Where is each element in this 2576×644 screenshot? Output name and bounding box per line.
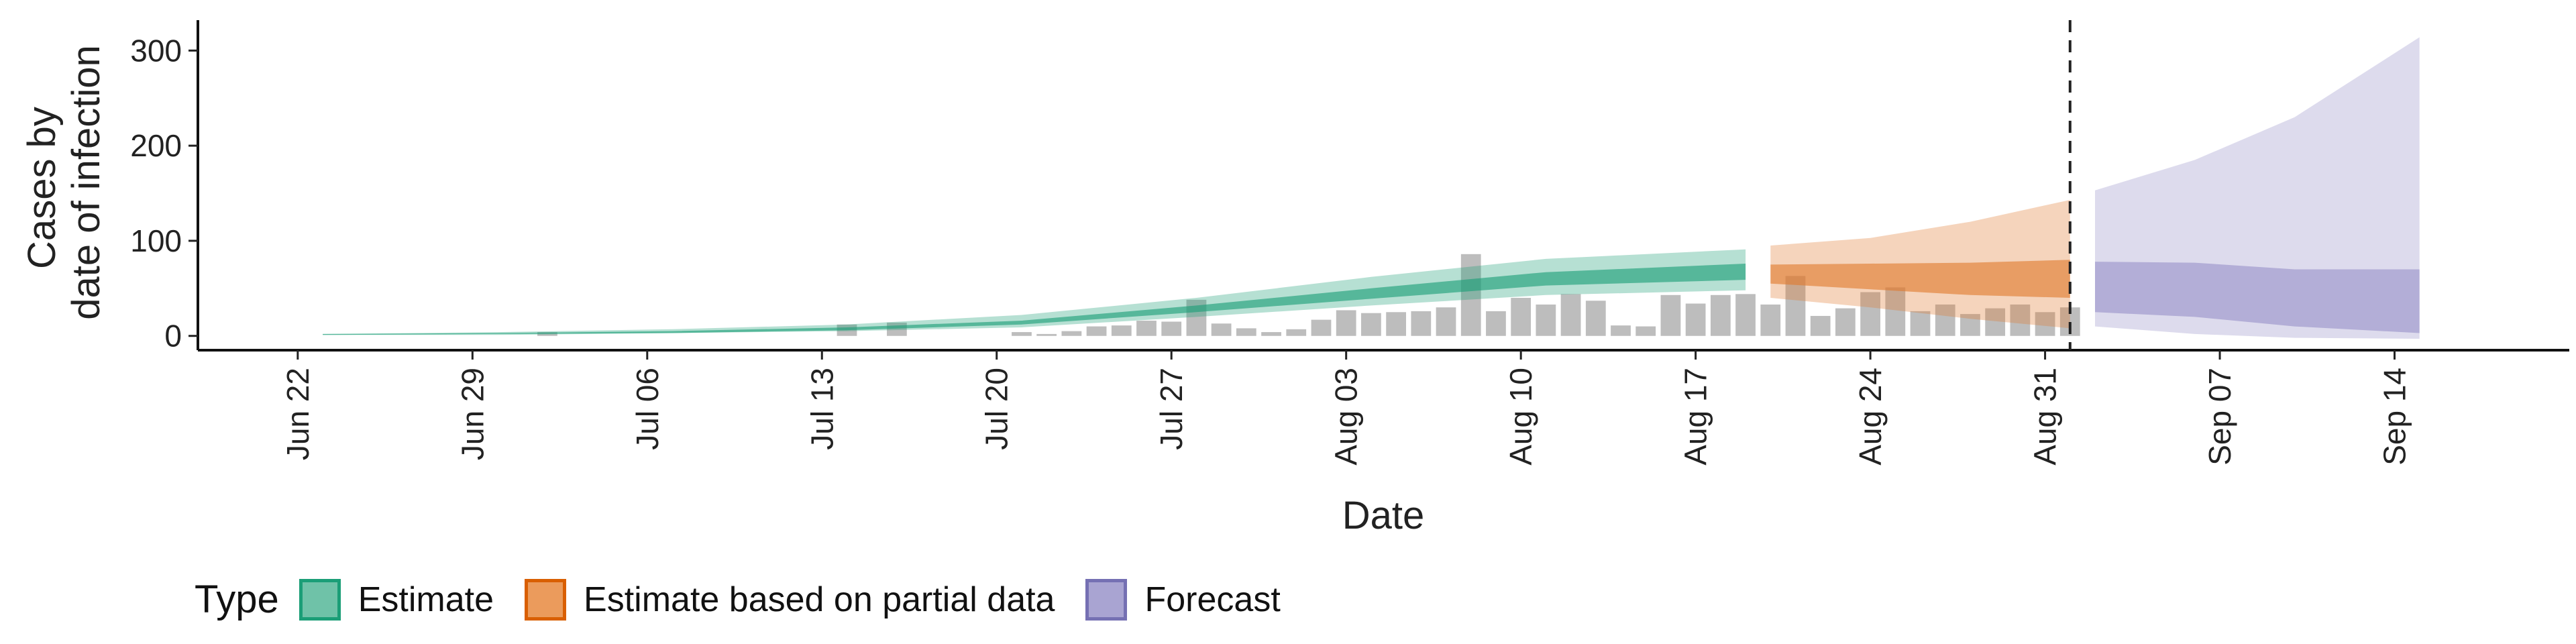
observed-case-bar (1760, 304, 1781, 336)
legend-title: Type (195, 578, 279, 621)
observed-case-bar (2010, 304, 2031, 336)
x-tick-label: Aug 24 (1853, 368, 1888, 466)
observed-case-bar (1960, 314, 1980, 336)
y-axis-label-line-1: Cases by (20, 107, 64, 269)
band-50-estimate-based-on-partial-data (1770, 260, 2070, 298)
observed-case-bar (1860, 292, 1880, 336)
observed-case-bar (1635, 326, 1656, 336)
observed-case-bar (1685, 303, 1706, 336)
observed-case-bar (1136, 321, 1157, 336)
estimate-bands (323, 37, 2420, 339)
x-axis-label: Date (1342, 494, 1425, 537)
observed-case-bar (1012, 332, 1032, 336)
x-tick-label: Jul 06 (630, 368, 665, 450)
x-tick-label: Jun 22 (280, 368, 315, 460)
observed-case-bar (1536, 304, 1556, 336)
observed-case-bar (1336, 310, 1356, 336)
observed-case-bar (1261, 332, 1281, 336)
observed-case-bar (1061, 331, 1082, 336)
observed-case-bar (1386, 312, 1406, 336)
x-tick-label: Aug 03 (1329, 368, 1364, 466)
observed-case-bar (1036, 333, 1057, 336)
observed-case-bar (1111, 325, 1132, 336)
y-tick-label: 0 (164, 319, 182, 354)
observed-case-bar (1611, 325, 1631, 336)
y-tick-label: 100 (130, 223, 182, 258)
y-tick-label: 300 (130, 33, 182, 68)
axis-ticks: 0 100 200 300 Jun 22 Jun 29 Jul 06 Jul 13 Jul 20… (130, 33, 2412, 465)
observed-case-bar (1161, 321, 1182, 336)
observed-case-bar (1810, 315, 1831, 336)
legend-swatch-forecast (1085, 578, 1128, 621)
observed-case-bar (1236, 328, 1256, 336)
x-tick-label: Jul 20 (979, 368, 1014, 450)
series-estimate-based-on-partial-data (1770, 200, 2070, 329)
observed-case-bar (1985, 308, 2006, 336)
x-tick-label: Sep 14 (2377, 368, 2412, 466)
series-estimate (323, 249, 1746, 335)
series-forecast (2095, 37, 2420, 339)
observed-case-bar (1885, 287, 1906, 336)
observed-case-bar (1935, 304, 1955, 336)
observed-case-bar (1486, 311, 1506, 336)
legend-label-forecast: Forecast (1144, 580, 1281, 619)
y-axis-label: Cases by date of infection (20, 45, 108, 320)
observed-case-bar (1311, 319, 1332, 336)
observed-case-bar (537, 332, 557, 336)
observed-case-bar (1660, 294, 1681, 336)
axes (197, 20, 2569, 352)
x-tick-label: Jul 27 (1154, 368, 1189, 450)
band-50-forecast (2095, 262, 2420, 333)
x-tick-label: Aug 17 (1678, 368, 1713, 466)
observed-case-bar (1910, 311, 1931, 336)
band-50-estimate (323, 264, 1746, 335)
band-90-estimate (323, 249, 1746, 335)
observed-case-bar (1835, 308, 1856, 336)
observed-case-bar (1411, 311, 1432, 336)
observed-case-bar (1436, 307, 1456, 336)
observed-case-bar (1211, 323, 1232, 336)
observed-case-bar (1086, 326, 1107, 336)
observed-case-bar (1710, 294, 1731, 336)
observed-case-bar (1460, 254, 1481, 336)
legend-swatch-estimate (299, 578, 341, 621)
observed-case-bar (1735, 294, 1756, 336)
legend-label-partial: Estimate based on partial data (584, 580, 1055, 619)
legend-swatch-partial (525, 578, 567, 621)
y-axis-label-line-2: date of infection (64, 45, 108, 320)
observed-case-bar (1560, 294, 1581, 336)
x-tick-label: Sep 07 (2202, 368, 2237, 466)
legend-label-estimate: Estimate (358, 580, 494, 619)
x-tick-label: Jun 29 (455, 368, 490, 460)
legend-item-forecast: Forecast (1085, 578, 1281, 621)
observed-case-bar (1785, 276, 1806, 336)
observed-case-bar (1361, 313, 1381, 336)
x-tick-label: Aug 10 (1503, 368, 1538, 466)
y-tick-label: 200 (130, 128, 182, 163)
legend-item-partial: Estimate based on partial data (525, 578, 1055, 621)
legend: Type Estimate Estimate based on partial … (195, 577, 1311, 622)
observed-case-bar (2035, 312, 2055, 336)
x-tick-label: Jul 13 (804, 368, 839, 450)
x-tick-label: Aug 31 (2028, 368, 2063, 466)
observed-case-bar (1511, 298, 1532, 336)
legend-item-estimate: Estimate (299, 578, 494, 621)
observed-case-bar (1286, 329, 1307, 336)
observed-case-bar (1585, 301, 1606, 336)
